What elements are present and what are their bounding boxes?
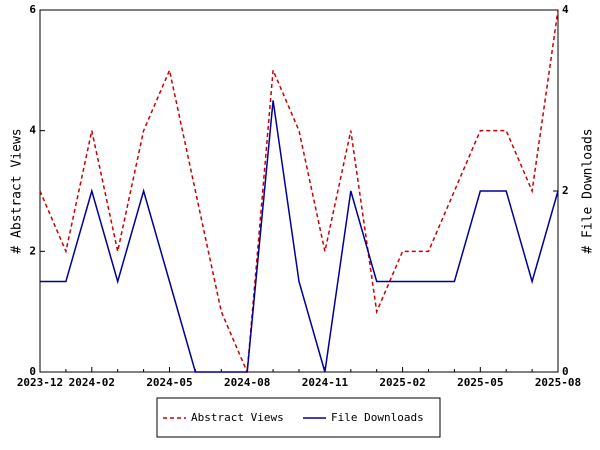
y-tick-label: 6 bbox=[29, 3, 36, 16]
y-axis-title: # Abstract Views bbox=[10, 128, 25, 253]
x-tick-label: 2024-05 bbox=[146, 376, 192, 389]
legend-box bbox=[156, 397, 441, 438]
x-tick-label: 2024-11 bbox=[302, 376, 349, 389]
y2-axis-title: # File Downloads bbox=[581, 128, 596, 253]
y-tick-label: 0 bbox=[29, 365, 36, 378]
x-tick-label: 2023-12 bbox=[17, 376, 63, 389]
y2-tick-label: 4 bbox=[562, 3, 569, 16]
x-tick-label: 2025-02 bbox=[379, 376, 425, 389]
legend-label: Abstract Views bbox=[191, 411, 284, 424]
y2-tick-label: 0 bbox=[562, 365, 569, 378]
x-tick-label: 2025-05 bbox=[457, 376, 503, 389]
x-tick-label: 2025-08 bbox=[535, 376, 581, 389]
y2-tick-label: 2 bbox=[562, 184, 569, 197]
y-tick-label: 4 bbox=[29, 124, 36, 137]
x-tick-label: 2024-08 bbox=[224, 376, 270, 389]
legend-label: File Downloads bbox=[331, 411, 424, 424]
y-tick-label: 2 bbox=[29, 244, 36, 257]
x-tick-label: 2024-02 bbox=[69, 376, 115, 389]
series-line bbox=[40, 100, 559, 373]
series-line bbox=[39, 9, 559, 373]
